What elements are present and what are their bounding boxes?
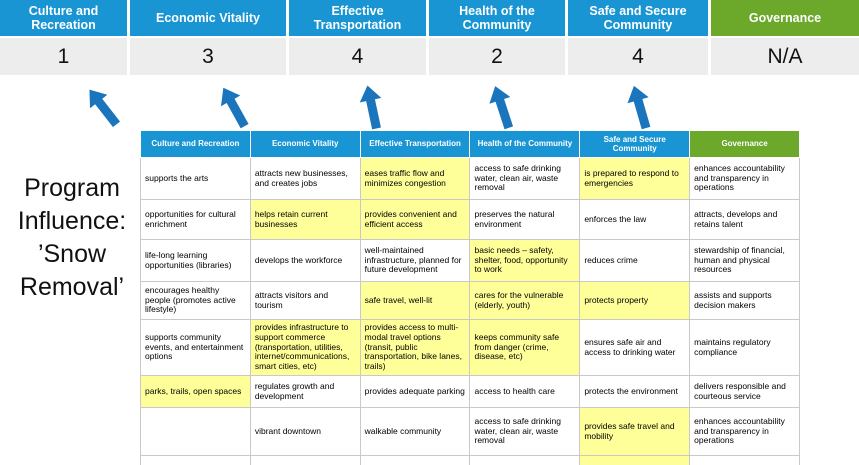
- score-culture-recreation: 1: [0, 38, 127, 75]
- table-row: vibrant downtown walkable community acce…: [140, 407, 800, 456]
- category-header-effective-transportation: Effective Transportation: [289, 0, 426, 36]
- matrix-cell: opportunities for cultural enrichment: [140, 199, 251, 240]
- score-effective-transportation: 4: [289, 38, 426, 75]
- matrix-cell: attracts visitors and tourism: [249, 281, 361, 320]
- category-header-health-community: Health of the Community: [429, 0, 565, 36]
- category-header-label: Effective Transportation: [313, 3, 402, 32]
- category-header-label: Safe and Secure Community: [589, 3, 687, 32]
- influence-arrow-icon: [627, 85, 651, 130]
- matrix-cell: [359, 455, 471, 465]
- matrix-cell: eases traffic flow and minimizes congest…: [359, 157, 471, 200]
- influence-arrow-icon: [220, 87, 249, 129]
- matrix-cell: [249, 455, 361, 465]
- influence-arrow-icon: [359, 85, 382, 130]
- matrix-cell: life-long learning opportunities (librar…: [140, 239, 251, 282]
- matrix-cell: supports the arts: [140, 157, 251, 200]
- matrix-header-effective-transportation: Effective Transportation: [359, 130, 471, 158]
- matrix-cell: vibrant downtown: [249, 407, 361, 456]
- matrix-cell: provides convenient and efficient access: [359, 199, 471, 240]
- matrix-cell: helps retain current businesses: [249, 199, 361, 240]
- table-row: parks, trails, open spaces regulates gro…: [140, 375, 800, 408]
- matrix-cell: provides access to multi-modal travel op…: [359, 319, 471, 376]
- matrix-cell: enhances accountability and transparency…: [689, 157, 800, 200]
- matrix-cell: protects property: [579, 281, 691, 320]
- matrix-cell: walkable community: [359, 407, 471, 456]
- matrix-cell: develops the workforce: [249, 239, 361, 282]
- category-header-culture-recreation: Culture and Recreation: [0, 0, 127, 36]
- matrix-header-economic-vitality: Economic Vitality: [249, 130, 361, 158]
- influence-arrow-icon: [489, 86, 514, 130]
- matrix-cell: is prepared to respond to emergencies: [579, 157, 691, 200]
- matrix-cell: stewardship of financial, human and phys…: [689, 239, 800, 282]
- matrix-cell: reduces crime: [579, 239, 691, 282]
- matrix-cell: ensures safe air and access to drinking …: [579, 319, 691, 376]
- matrix-cell: looks after it's most vulnerable: [579, 455, 691, 465]
- table-row: encourages healthy people (promotes acti…: [140, 281, 800, 320]
- matrix-header-health-community: Health of the Community: [469, 130, 581, 158]
- table-row: supports the arts attracts new businesse…: [140, 157, 800, 200]
- matrix-header-row: Culture and Recreation Economic Vitality…: [140, 130, 800, 158]
- matrix-cell: protects the environment: [579, 375, 691, 408]
- matrix-cell: keeps community safe from danger (crime,…: [469, 319, 581, 376]
- category-header-label: Health of the Community: [459, 3, 535, 32]
- table-row: supports community events, and entertain…: [140, 319, 800, 376]
- matrix-cell: maintains regulatory compliance: [689, 319, 800, 376]
- score-economic-vitality: 3: [130, 38, 286, 75]
- matrix-cell: safe travel, well-lit: [359, 281, 471, 320]
- matrix-cell: access to safe drinking water, clean air…: [469, 157, 581, 200]
- matrix-header-safe-secure-community: Safe and Secure Community: [579, 130, 691, 158]
- matrix-cell: basic needs – safety, shelter, food, opp…: [469, 239, 581, 282]
- category-header-label: Governance: [748, 10, 822, 25]
- score-health-community: 2: [429, 38, 565, 75]
- matrix-cell: parks, trails, open spaces: [140, 375, 251, 408]
- matrix-cell: encourages healthy people (promotes acti…: [140, 281, 251, 320]
- matrix-cell: attracts new businesses, and creates job…: [249, 157, 361, 200]
- matrix-cell: assists and supports decision makers: [689, 281, 800, 320]
- program-influence-title: Program Influence: ’Snow Removal’: [17, 174, 127, 301]
- matrix-header-governance: Governance: [689, 130, 800, 158]
- matrix-cell: provides safe travel and mobility: [579, 407, 691, 456]
- category-banner: Culture and Recreation Economic Vitality…: [0, 0, 859, 36]
- category-header-label: Economic Vitality: [156, 10, 260, 25]
- table-row: opportunities for cultural enrichment he…: [140, 199, 800, 240]
- category-header-governance: Governance: [711, 0, 859, 36]
- score-safe-secure-community: 4: [568, 38, 708, 75]
- matrix-cell: [140, 455, 251, 465]
- influence-arrow-icon: [89, 89, 121, 128]
- category-header-label: Culture and Recreation: [28, 3, 99, 32]
- matrix-cell: enhances accountability and transparency…: [689, 407, 800, 456]
- matrix-cell: supports community events, and entertain…: [140, 319, 251, 376]
- matrix-cell: [140, 407, 251, 456]
- table-row: looks after it's most vulnerable: [140, 455, 800, 465]
- matrix-cell: access to health care: [469, 375, 581, 408]
- matrix-cell: well-maintained infrastructure, planned …: [359, 239, 471, 282]
- matrix-cell: provides infrastructure to support comme…: [249, 319, 361, 376]
- score-row: 1 3 4 2 4 N/A: [0, 38, 859, 75]
- score-governance: N/A: [711, 38, 859, 75]
- matrix-cell: cares for the vulnerable (elderly, youth…: [469, 281, 581, 320]
- matrix-cell: attracts, develops and retains talent: [689, 199, 800, 240]
- matrix-cell: delivers responsible and courteous servi…: [689, 375, 800, 408]
- matrix-cell: provides adequate parking: [359, 375, 471, 408]
- category-header-economic-vitality: Economic Vitality: [130, 0, 286, 36]
- category-header-safe-secure-community: Safe and Secure Community: [568, 0, 708, 36]
- matrix-cell: regulates growth and development: [249, 375, 361, 408]
- matrix-cell: [469, 455, 581, 465]
- matrix-header-culture-recreation: Culture and Recreation: [140, 130, 251, 158]
- table-row: life-long learning opportunities (librar…: [140, 239, 800, 282]
- matrix-cell: access to safe drinking water, clean air…: [469, 407, 581, 456]
- matrix-cell: [689, 455, 800, 465]
- matrix-cell: preserves the natural environment: [469, 199, 581, 240]
- matrix-cell: enforces the law: [579, 199, 691, 240]
- influence-matrix-table: Culture and Recreation Economic Vitality…: [140, 130, 800, 465]
